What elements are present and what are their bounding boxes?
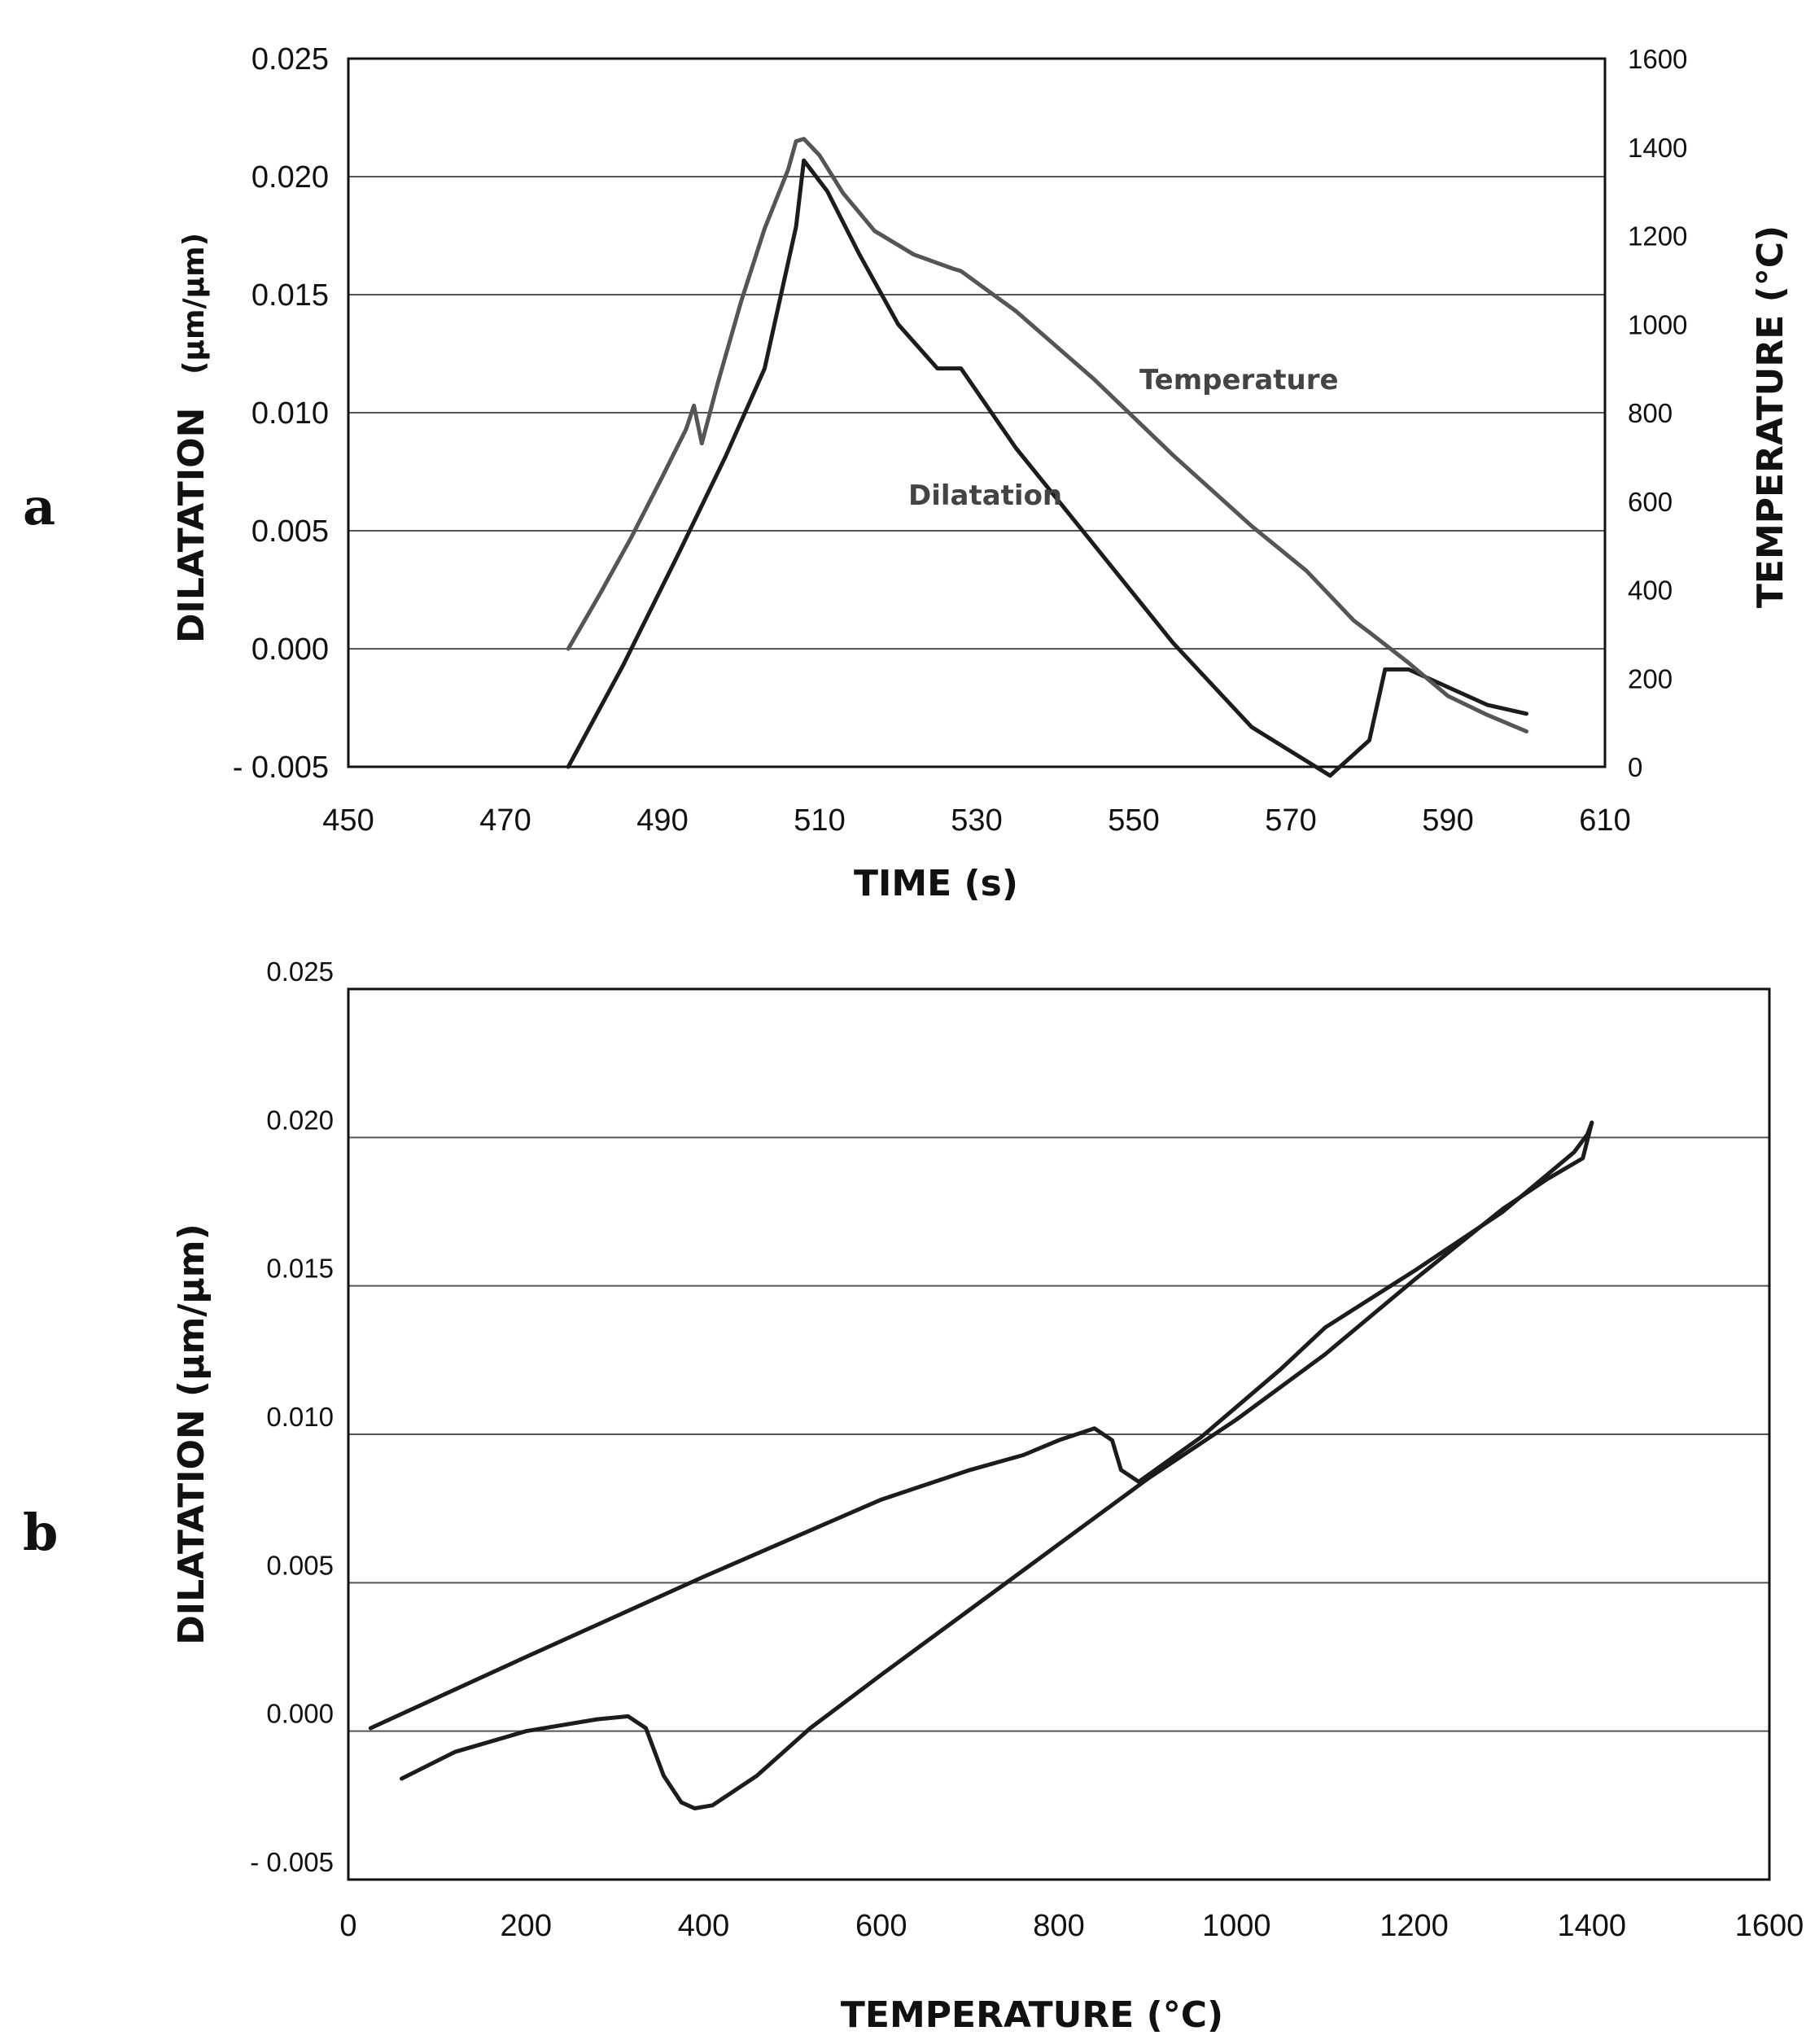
chart-a-series-temperature-line: [566, 158, 1528, 778]
chart-b: 0 200 400 600 800 1000 1200 1400 1600 - 0.005 0.0…: [171, 956, 1804, 2036]
chart-b-y-tick-label: - 0.005: [250, 1847, 334, 1877]
chart-a-y2-tick-label: 400: [1628, 576, 1673, 606]
chart-b-x-tick-label: 1400: [1557, 1909, 1626, 1943]
chart-a-y2-tick-label: 1600: [1628, 44, 1687, 74]
chart-b-y-tick-label: 0.015: [266, 1254, 334, 1284]
chart-a-y-tick-label: 0.015: [251, 278, 329, 313]
chart-a-x-axis-title: TIME (s): [854, 863, 1018, 904]
chart-b-gridlines: [348, 1136, 1769, 1732]
chart-a-x-tick-label: 490: [636, 803, 688, 838]
chart-a-x-tick-label: 570: [1265, 803, 1316, 838]
chart-a-y-tick-label: 0.025: [251, 42, 329, 77]
chart-a-x-tick-label: 590: [1422, 803, 1473, 838]
chart-b-series-cooling-line: [400, 1120, 1594, 1810]
chart-a-y-ticks: - 0.005 0.000 0.005 0.010 0.015 0.020 0.025: [233, 42, 329, 785]
chart-a-x-ticks: 450 470 490 510 530 550 570 590 610: [322, 803, 1630, 838]
chart-a-x-tick-label: 530: [951, 803, 1002, 838]
chart-b-x-tick-label: 0: [339, 1909, 356, 1943]
chart-a-x-tick-label: 510: [794, 803, 845, 838]
chart-a-y-axis-unit: (μm/μm): [177, 233, 211, 374]
chart-a-series-dilatation-line: [566, 137, 1528, 733]
chart-a-x-tick-label: 470: [479, 803, 531, 838]
chart-a-y2-tick-label: 1200: [1628, 221, 1687, 252]
panel-letter-a: a: [23, 477, 55, 536]
chart-b-series-heating-line: [368, 1120, 1594, 1731]
chart-a-y2-tick-label: 1000: [1628, 309, 1687, 339]
chart-b-x-tick-label: 1000: [1202, 1909, 1271, 1943]
chart-a-y-tick-label: 0.010: [251, 396, 329, 431]
chart-b-x-tick-label: 1200: [1380, 1909, 1449, 1943]
chart-a-y-tick-label: 0.000: [251, 632, 329, 667]
chart-a-y-tick-label: - 0.005: [233, 751, 329, 785]
panel-letter-b: b: [23, 1503, 58, 1562]
chart-b-y-tick-label: 0.000: [266, 1699, 334, 1729]
chart-b-y-tick-label: 0.025: [266, 956, 334, 987]
chart-a-y2-tick-label: 200: [1628, 663, 1673, 694]
chart-a-y-tick-label: 0.020: [251, 160, 329, 195]
chart-a-x-tick-label: 610: [1579, 803, 1630, 838]
chart-b-x-tick-label: 600: [855, 1909, 907, 1943]
chart-b-x-tick-label: 1600: [1735, 1909, 1804, 1943]
chart-a-series: [566, 137, 1528, 778]
annotation-dilatation: Dilatation: [908, 479, 1062, 512]
chart-b-x-tick-label: 800: [1033, 1909, 1084, 1943]
chart-a-y2-tick-label: 800: [1628, 398, 1673, 428]
chart-a-y2-tick-label: 0: [1628, 752, 1642, 782]
chart-a-y2-tick-label: 1400: [1628, 133, 1687, 163]
chart-b-y-ticks: - 0.005 0.000 0.005 0.010 0.015 0.020 0.025: [250, 956, 334, 1877]
chart-a-y2-axis-title: TEMPERATURE (°C): [1750, 225, 1791, 608]
chart-a-gridlines: [348, 176, 1605, 650]
chart-b-y-tick-label: 0.020: [266, 1105, 334, 1135]
chart-b-x-axis-title: TEMPERATURE (°C): [841, 1994, 1223, 2036]
chart-b-y-axis-title: DILATATION (μm/μm): [171, 1223, 212, 1644]
chart-a-y-tick-label: 0.005: [251, 514, 329, 549]
chart-a: 450 470 490 510 530 550 570 590 610 - 0.005 0.000…: [171, 42, 1791, 904]
chart-a-x-tick-label: 450: [322, 803, 374, 838]
chart-b-y-tick-label: 0.010: [266, 1402, 334, 1432]
chart-a-y2-tick-label: 600: [1628, 487, 1673, 517]
chart-a-y2-ticks: 0 200 400 600 800 1000 1200 1400 1600: [1628, 44, 1687, 782]
chart-b-x-tick-label: 200: [501, 1909, 552, 1943]
chart-b-series: [368, 1120, 1594, 1810]
chart-b-plot-frame: [347, 987, 1771, 1881]
chart-a-y-axis-title: DILATATION: [171, 408, 212, 643]
chart-a-plot-frame: [347, 57, 1607, 768]
chart-b-x-ticks: 0 200 400 600 800 1000 1200 1400 1600: [339, 1909, 1804, 1943]
chart-a-x-tick-label: 550: [1108, 803, 1159, 838]
annotation-temperature: Temperature: [1139, 364, 1339, 396]
chart-b-x-tick-label: 400: [678, 1909, 729, 1943]
chart-b-y-tick-label: 0.005: [266, 1550, 334, 1580]
